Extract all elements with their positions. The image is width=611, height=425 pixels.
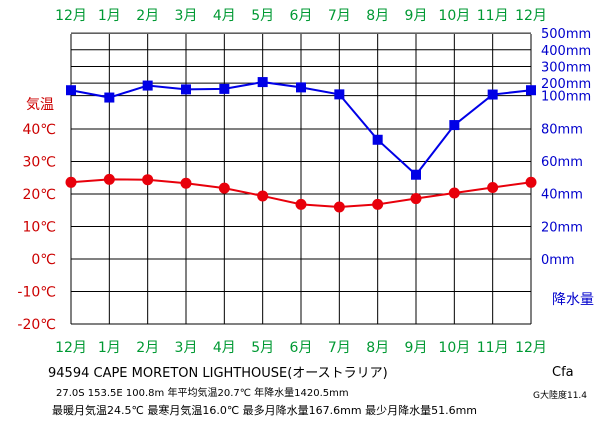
precipitation-point xyxy=(219,83,230,94)
month-label: 2月 xyxy=(136,340,159,356)
continentality-index: G大陸度11.4 xyxy=(533,391,588,401)
temperature-axis-ticks: 40℃ 30℃ 20℃ 10℃ 0℃ -10℃ -20℃ xyxy=(17,122,56,333)
precipitation-point xyxy=(449,120,460,131)
month-label: 12月 xyxy=(55,8,87,24)
precipitation-point xyxy=(487,89,498,100)
climate-class: Cfa xyxy=(552,365,574,380)
temperature-tick-label: 40℃ xyxy=(22,122,56,138)
month-label: 3月 xyxy=(175,8,198,24)
temperature-tick-label: 30℃ xyxy=(22,155,56,171)
temperature-point xyxy=(448,187,460,199)
precipitation-point xyxy=(257,77,268,88)
temperature-point xyxy=(180,177,192,189)
temperature-point xyxy=(525,176,537,188)
precipitation-tick-label: 500mm xyxy=(541,27,591,42)
temperature-point xyxy=(487,182,499,193)
temperature-point xyxy=(257,190,269,202)
temperature-point xyxy=(372,198,384,210)
month-label: 2月 xyxy=(136,8,159,24)
precipitation-tick-label: 100mm xyxy=(541,90,591,105)
temperature-point xyxy=(295,198,307,210)
precipitation-point xyxy=(334,89,345,100)
temperature-series xyxy=(65,173,537,213)
month-label: 1月 xyxy=(98,8,121,24)
bottom-month-labels: 12月 1月 2月 3月 4月 5月 6月 7月 8月 9月 10月 11月 12月 xyxy=(55,340,547,356)
station-stats-line2: 最暖月気温24.5℃ 最寒月気温16.0℃ 最多月降水量167.6mm 最少月降… xyxy=(52,404,478,417)
precipitation-tick-label: 0mm xyxy=(541,253,575,268)
temperature-tick-label: 0℃ xyxy=(31,252,56,268)
precipitation-point xyxy=(411,169,421,180)
month-label: 12月 xyxy=(515,340,547,356)
month-label: 10月 xyxy=(438,340,470,356)
station-name: 94594 CAPE MORETON LIGHTHOUSE(オーストラリア) xyxy=(48,366,388,381)
precipitation-tick-label: 400mm xyxy=(541,44,591,59)
precipitation-point xyxy=(372,134,383,145)
month-label: 10月 xyxy=(438,8,470,24)
precipitation-point xyxy=(142,80,153,91)
month-label: 5月 xyxy=(251,8,274,24)
month-label: 11月 xyxy=(477,8,509,24)
month-label: 6月 xyxy=(290,340,313,356)
chart-grid xyxy=(70,32,532,325)
month-label: 1月 xyxy=(98,340,121,356)
precipitation-point xyxy=(526,85,536,96)
month-label: 8月 xyxy=(366,8,389,24)
month-label: 7月 xyxy=(328,340,351,356)
month-label: 3月 xyxy=(175,340,198,356)
station-stats-line1: 27.0S 153.5E 100.8m 年平均気温20.7℃ 年降水量1420.… xyxy=(56,388,349,399)
temperature-point xyxy=(333,201,345,213)
temperature-point xyxy=(218,182,230,194)
top-month-labels: 12月 1月 2月 3月 4月 5月 6月 7月 8月 9月 10月 11月 12月 xyxy=(55,8,547,24)
month-label: 9月 xyxy=(405,340,428,356)
month-label: 4月 xyxy=(213,340,236,356)
month-label: 8月 xyxy=(366,340,389,356)
temperature-tick-label: 20℃ xyxy=(22,187,56,203)
month-label: 5月 xyxy=(251,340,274,356)
month-label: 6月 xyxy=(290,8,313,24)
precipitation-tick-label: 40mm xyxy=(541,188,583,203)
temperature-point xyxy=(142,174,154,186)
temperature-point xyxy=(103,173,115,185)
month-label: 12月 xyxy=(515,8,547,24)
precipitation-point xyxy=(296,82,306,93)
precipitation-tick-label: 80mm xyxy=(541,122,583,137)
month-label: 9月 xyxy=(405,8,428,24)
temperature-axis-label: 気温 xyxy=(26,97,54,113)
precipitation-point xyxy=(66,85,76,96)
temperature-tick-label: -20℃ xyxy=(17,317,56,333)
month-label: 12月 xyxy=(55,340,87,356)
precipitation-point xyxy=(181,84,191,95)
precipitation-tick-label: 20mm xyxy=(541,220,583,235)
precipitation-tick-label: 200mm xyxy=(541,77,591,92)
precipitation-tick-label: 60mm xyxy=(541,155,583,170)
precipitation-tick-label: 300mm xyxy=(541,60,591,75)
month-label: 11月 xyxy=(477,340,509,356)
month-label: 4月 xyxy=(213,8,236,24)
temperature-tick-label: 10℃ xyxy=(22,220,56,236)
precipitation-series xyxy=(66,77,536,180)
temperature-point xyxy=(65,176,77,188)
temperature-point xyxy=(410,193,422,205)
month-label: 7月 xyxy=(328,8,351,24)
precipitation-point xyxy=(104,92,115,103)
precipitation-axis-label: 降水量 xyxy=(552,292,594,308)
temperature-tick-label: -10℃ xyxy=(17,285,56,301)
